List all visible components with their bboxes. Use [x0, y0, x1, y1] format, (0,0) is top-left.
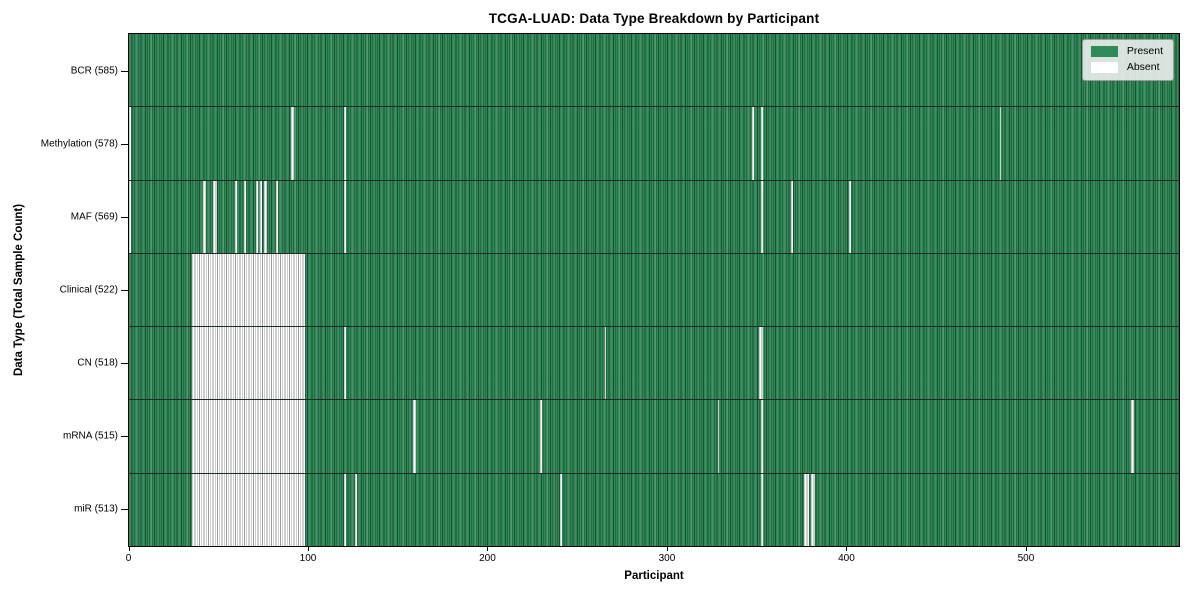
heatmap-row-methylation	[129, 106, 1179, 180]
absent-segment	[540, 400, 542, 473]
x-tick-label: 500	[1017, 553, 1035, 564]
x-tick-mark	[307, 547, 309, 551]
heatmap-row-mrna	[129, 399, 1179, 473]
heatmap-row-maf	[129, 179, 1179, 253]
y-tick-mark	[121, 363, 128, 365]
absent-segment	[191, 327, 305, 400]
x-tick-mark	[846, 547, 848, 551]
absent-segment	[1130, 400, 1135, 473]
absent-segment	[760, 107, 763, 180]
x-tick-label: 100	[299, 553, 317, 564]
absent-segment	[717, 400, 720, 473]
legend-item-absent: Absent	[1090, 61, 1163, 73]
absent-segment	[213, 180, 217, 253]
absent-segment	[759, 327, 763, 400]
absent-segment	[344, 107, 347, 180]
x-axis-label: Participant	[624, 570, 684, 582]
absent-segment	[760, 180, 763, 253]
absent-segment	[999, 107, 1002, 180]
y-tick-mark	[121, 436, 128, 438]
y-tick-mark	[121, 70, 128, 72]
absent-segment	[344, 473, 347, 546]
y-tick-mark	[121, 143, 128, 145]
y-axis-label: Data Type (Total Sample Count)	[13, 203, 25, 377]
heatmap-row-clinical	[129, 252, 1179, 327]
legend-item-present: Present	[1090, 45, 1163, 57]
x-tick-label: 300	[658, 553, 676, 564]
heatmap-plot: Present Absent	[128, 33, 1180, 547]
y-tick-mark	[121, 290, 128, 291]
x-tick-mark	[487, 547, 489, 551]
y-tick-label: mRNA (515)	[62, 430, 118, 442]
absent-segment	[234, 180, 237, 253]
absent-segment	[256, 180, 259, 253]
legend-swatch-absent-icon	[1090, 62, 1118, 73]
y-tick-label: Methylation (578)	[40, 138, 118, 150]
absent-segment	[191, 473, 305, 546]
absent-segment	[760, 400, 763, 473]
legend-swatch-present-icon	[1090, 46, 1118, 57]
absent-segment	[290, 107, 295, 180]
x-tick-label: 0	[125, 553, 132, 564]
heatmap-row-bcr	[129, 34, 1179, 106]
legend: Present Absent	[1081, 39, 1174, 81]
y-tick-label: Clinical (522)	[59, 284, 118, 296]
x-tick-mark	[666, 547, 668, 551]
y-tick-label: MAF (569)	[70, 211, 118, 223]
x-tick-mark	[128, 547, 130, 551]
absent-segment	[129, 180, 131, 253]
absent-segment	[191, 400, 305, 473]
absent-segment	[202, 180, 207, 253]
absent-segment	[604, 327, 607, 400]
heatmap-row-mir	[129, 472, 1179, 546]
y-tick-mark	[121, 216, 128, 218]
absent-segment	[751, 107, 754, 180]
absent-segment	[803, 473, 810, 546]
absent-segment	[559, 473, 562, 546]
chart-title: TCGA-LUAD: Data Type Breakdown by Partic…	[488, 11, 820, 26]
absent-segment	[344, 327, 347, 400]
x-tick-label: 200	[479, 553, 496, 564]
absent-segment	[263, 180, 268, 253]
absent-segment	[344, 180, 347, 253]
absent-segment	[191, 253, 305, 327]
absent-segment	[760, 473, 763, 546]
absent-segment	[276, 180, 278, 253]
legend-label-present: Present	[1126, 45, 1163, 57]
absent-segment	[791, 180, 794, 253]
x-tick-label: 400	[838, 553, 855, 564]
absent-segment	[243, 180, 246, 253]
absent-segment	[260, 180, 262, 253]
absent-segment	[811, 473, 815, 546]
absent-segment	[412, 400, 417, 473]
y-tick-mark	[121, 509, 128, 511]
y-tick-label: CN (518)	[77, 357, 118, 369]
y-tick-label: miR (513)	[74, 503, 118, 515]
heatmap-row-cn	[129, 326, 1179, 400]
absent-segment	[355, 473, 357, 546]
absent-segment	[848, 180, 851, 253]
x-tick-mark	[1025, 547, 1027, 551]
y-tick-label: BCR (585)	[70, 65, 118, 77]
absent-segment	[129, 107, 131, 180]
legend-label-absent: Absent	[1126, 61, 1160, 73]
